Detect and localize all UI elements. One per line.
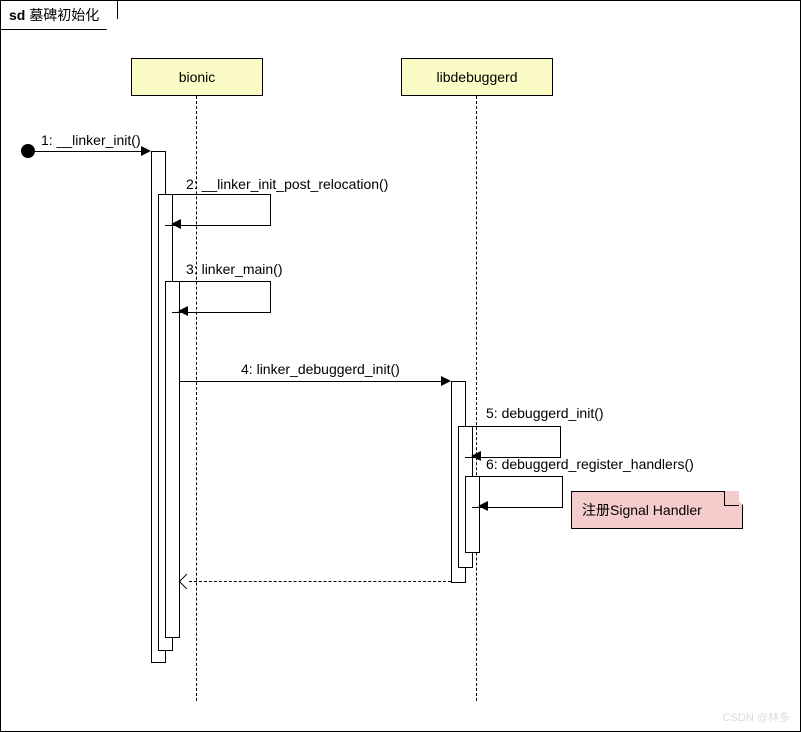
msg1-label: 1: __linker_init() [41,132,141,148]
msg2-label: 2: __linker_init_post_relocation() [186,176,388,192]
participant-libdebuggerd: libdebuggerd [401,58,553,96]
msg2-arrow [171,219,181,229]
msg4-label: 4: linker_debuggerd_init() [241,361,400,377]
msg3-arrow [178,306,188,316]
note-text: 注册Signal Handler [582,502,702,518]
watermark: CSDN @林多 [723,709,790,725]
note-fold [724,491,739,506]
return-arrow [179,574,195,590]
msg1-line [35,151,141,152]
participant-label: bionic [179,69,216,85]
note-signal-handler: 注册Signal Handler [571,491,743,529]
return-line [189,581,451,582]
msg1-arrow [141,146,151,156]
found-message-dot [21,144,35,158]
sequence-frame: sd 墓碑初始化 bionic libdebuggerd 1: __linker… [0,0,801,732]
lifeline-libdebuggerd [476,96,477,701]
msg4-line [179,381,441,382]
frame-label: sd 墓碑初始化 [1,1,118,30]
msg5-label: 5: debuggerd_init() [486,405,604,421]
msg3-label: 3: linker_main() [186,261,283,277]
frame-prefix: sd [9,7,25,23]
participant-label: libdebuggerd [437,69,518,85]
participant-bionic: bionic [131,58,263,96]
msg6-label: 6: debuggerd_register_handlers() [486,456,694,472]
frame-title: 墓碑初始化 [29,7,99,23]
msg4-arrow [441,376,451,386]
activation-bionic-3 [165,281,180,638]
msg6-arrow [478,501,488,511]
msg5-arrow [471,451,481,461]
